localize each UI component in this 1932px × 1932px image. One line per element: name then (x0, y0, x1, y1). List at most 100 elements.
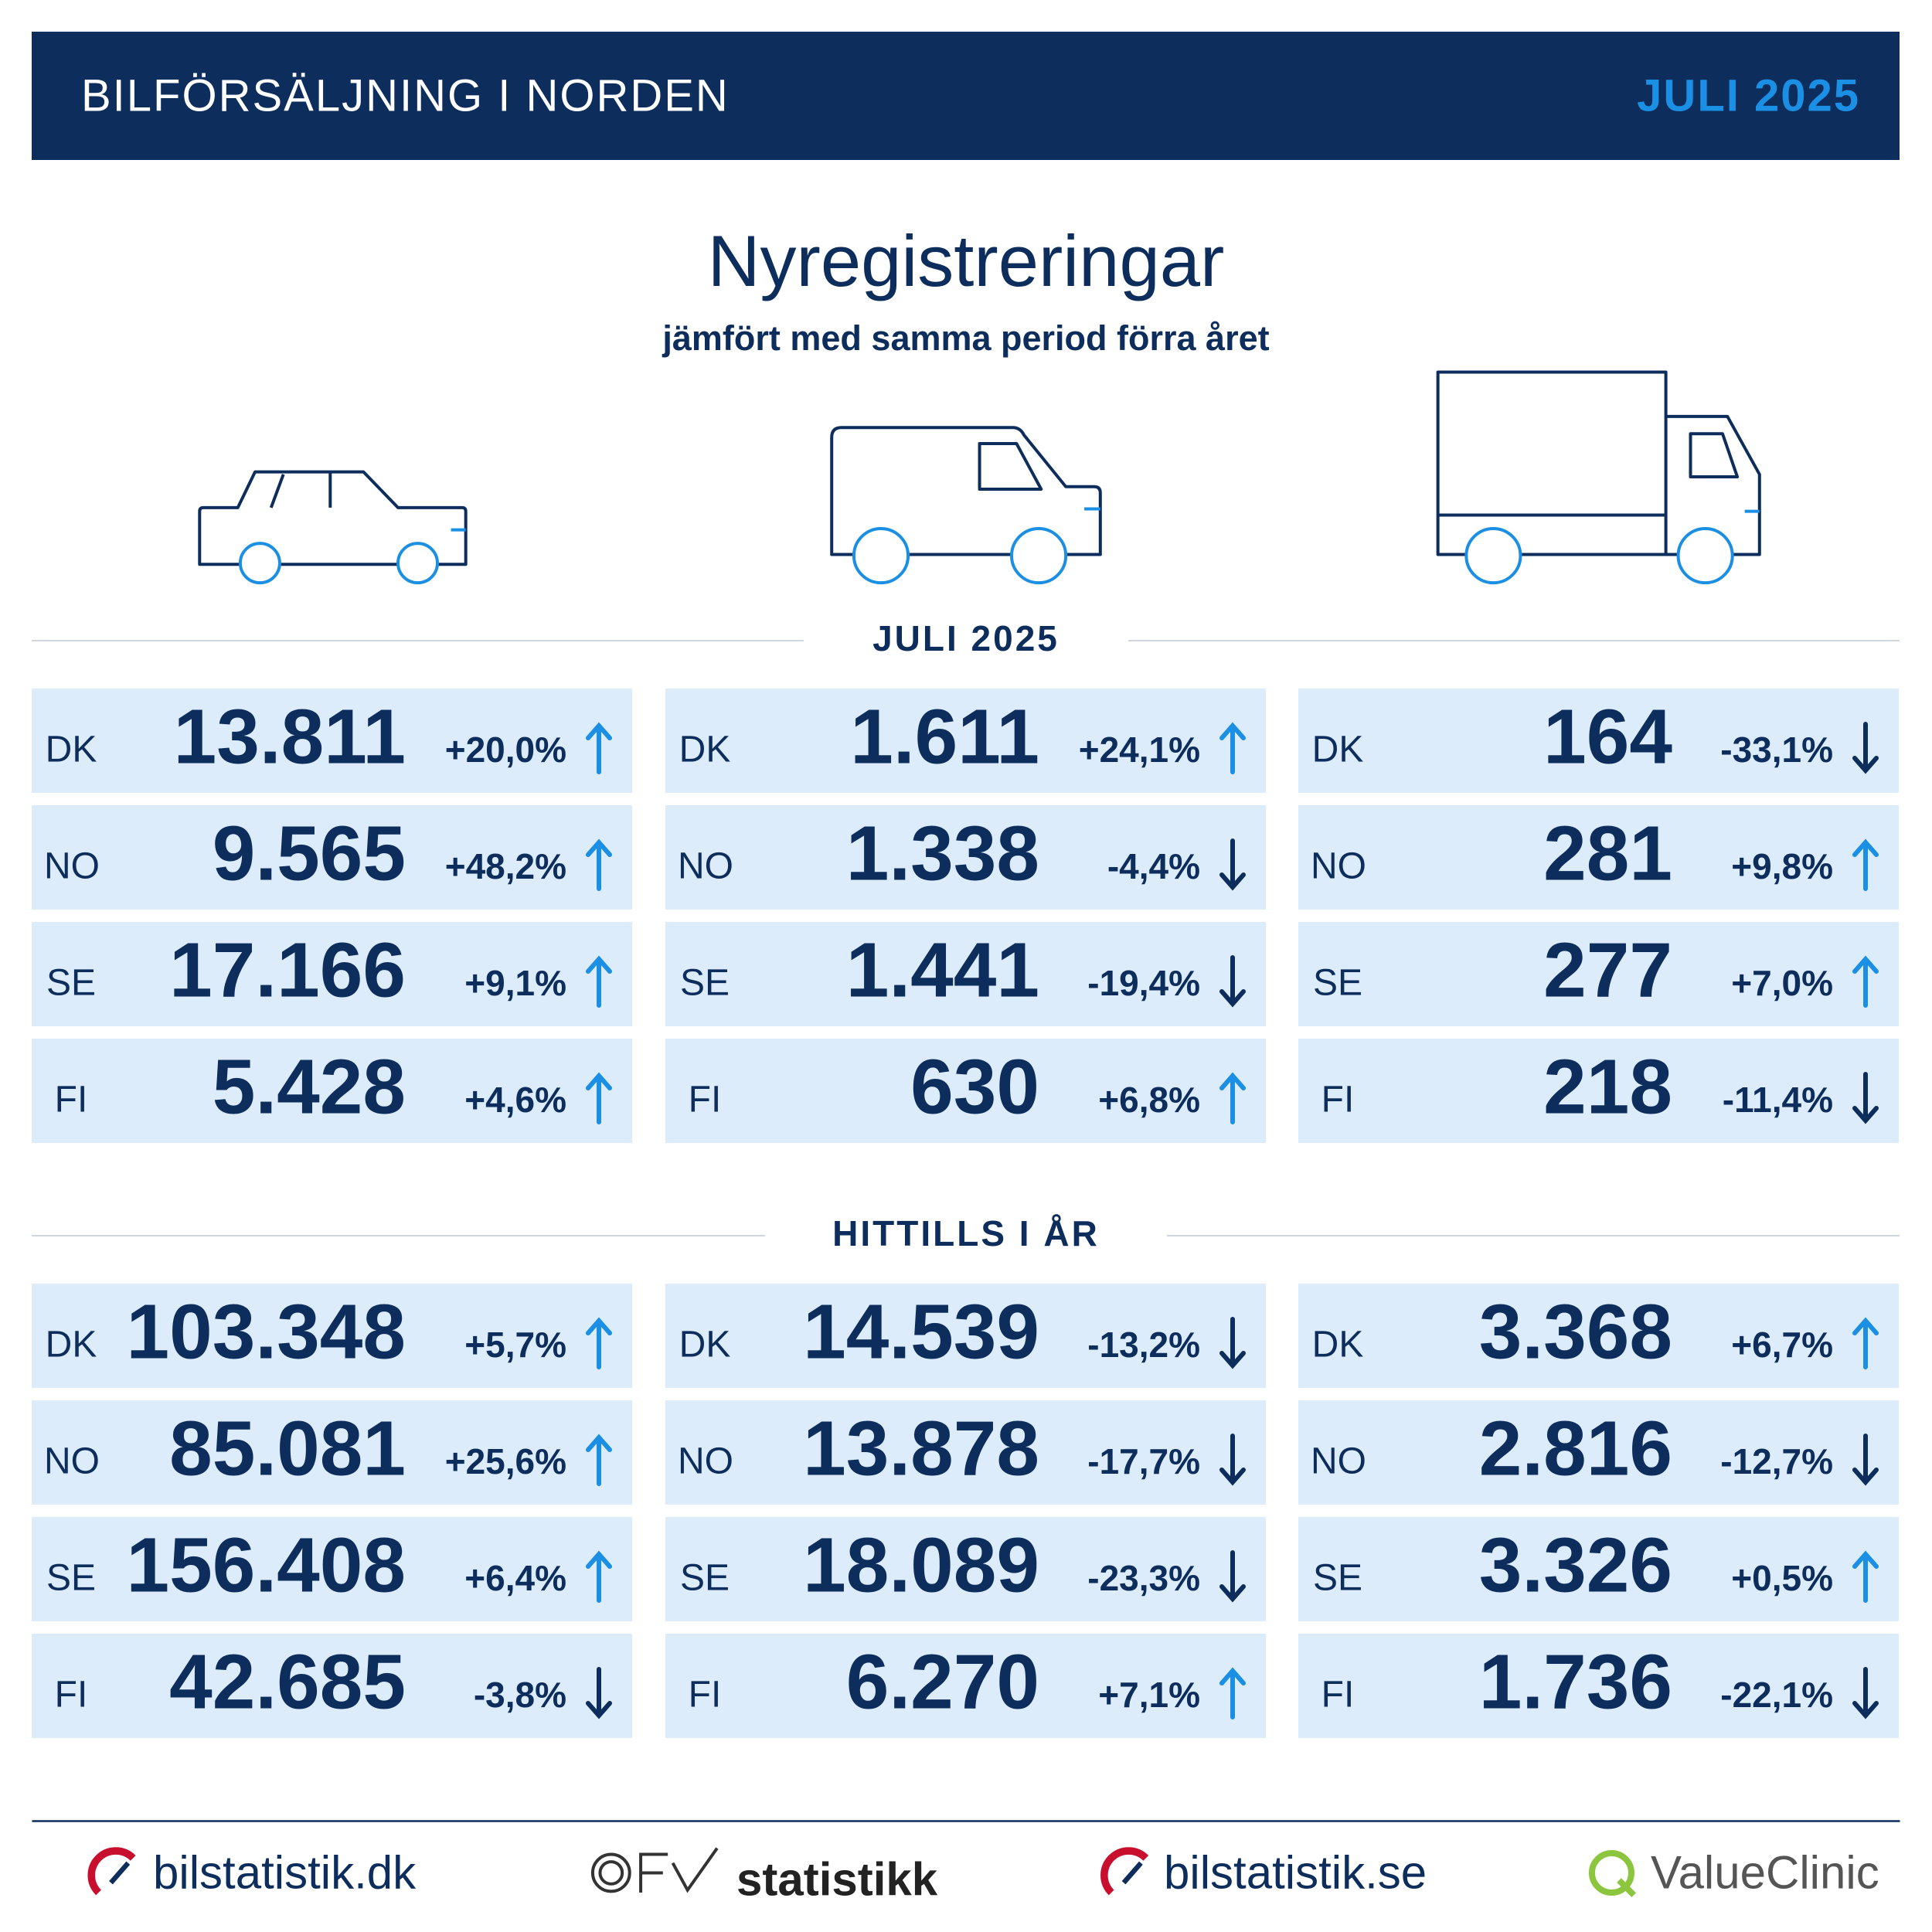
country: FI (1321, 1674, 1355, 1716)
cell (665, 1039, 1266, 1143)
cell (32, 1400, 632, 1505)
cell (32, 1634, 632, 1738)
arrow-down (1219, 1550, 1246, 1603)
value: 103.348 (126, 1288, 406, 1376)
arrow-path (1852, 1317, 1879, 1369)
arrow-path (586, 955, 612, 1008)
cell (1298, 1634, 1899, 1738)
arrow-path (1219, 1550, 1246, 1603)
arrow-up (586, 1550, 612, 1603)
section-line (1128, 640, 1900, 641)
logo-mark (109, 1861, 131, 1885)
arrow-path (1219, 1317, 1246, 1369)
arrow-down (1852, 722, 1879, 774)
cell (32, 1039, 632, 1143)
value: 1.441 (845, 927, 1039, 1014)
arrow-down (1219, 1434, 1246, 1486)
country: FI (688, 1674, 722, 1716)
light (451, 507, 1760, 532)
footer-logo: bilstatistik.dk (153, 1846, 417, 1899)
country: SE (46, 962, 97, 1004)
cell (665, 1400, 1266, 1505)
cell (665, 689, 1266, 793)
arrow-up (586, 1072, 612, 1124)
country: DK (1311, 729, 1364, 770)
change: -19,4% (1087, 963, 1200, 1003)
cell (665, 1517, 1266, 1621)
van-icon (830, 426, 1102, 556)
change: -17,7% (1087, 1441, 1200, 1481)
country: FI (54, 1079, 88, 1121)
arrow-up (1219, 1667, 1246, 1719)
wheel (1464, 526, 1522, 585)
country: NO (44, 1440, 100, 1482)
valueclinic-logo (1588, 1849, 1636, 1897)
cell (665, 1634, 1266, 1738)
value: 2.816 (1478, 1405, 1672, 1492)
arrow-path (586, 1317, 612, 1369)
change: +7,1% (1098, 1675, 1200, 1715)
arrow-up (586, 955, 612, 1008)
value: 17.166 (169, 927, 406, 1014)
arrow-up (586, 1317, 612, 1369)
wheel (852, 526, 910, 585)
arrow-path (1219, 722, 1246, 774)
logo-mark (87, 1847, 136, 1896)
cell (1298, 1400, 1899, 1505)
change: +7,0% (1731, 963, 1833, 1003)
arrow-path (1852, 722, 1879, 774)
arrow-down (1219, 1317, 1246, 1369)
arrow-path (1852, 1434, 1879, 1486)
footer-logo: statistikk (736, 1853, 938, 1906)
country: FI (688, 1079, 722, 1121)
change: +6,8% (1098, 1080, 1200, 1120)
value: 85.081 (169, 1405, 406, 1492)
value: 1.736 (1478, 1638, 1672, 1726)
arrow-path (1852, 1072, 1879, 1124)
change: +6,7% (1731, 1325, 1833, 1365)
country: NO (1311, 1440, 1366, 1482)
change: -23,3% (1087, 1558, 1200, 1598)
arrow-up (1852, 1317, 1879, 1369)
cell (1298, 1284, 1899, 1388)
arrow-path (586, 722, 612, 774)
change: +5,7% (464, 1325, 566, 1365)
arrow-path (586, 838, 612, 891)
country: NO (678, 1440, 733, 1482)
cell (665, 922, 1266, 1026)
subtitle: jämfört med samma period förra året (662, 318, 1270, 358)
value: 42.685 (169, 1638, 406, 1726)
arrow-up (586, 722, 612, 774)
footer-logo: ValueClinic (1651, 1846, 1879, 1899)
cell (1298, 922, 1899, 1026)
change: +9,1% (464, 963, 566, 1003)
change: -11,4% (1722, 1080, 1833, 1120)
arrow-up (586, 1434, 612, 1486)
value: 156.408 (126, 1522, 406, 1609)
arrow-up (1852, 955, 1879, 1008)
value: 9.565 (212, 810, 406, 897)
country: SE (1312, 962, 1363, 1004)
wheel (396, 542, 440, 585)
change: -13,2% (1087, 1325, 1200, 1365)
value: 218 (1543, 1043, 1672, 1131)
change: +0,5% (1731, 1558, 1833, 1598)
value: 18.089 (803, 1522, 1039, 1609)
change: +4,6% (464, 1080, 566, 1120)
value: 3.368 (1478, 1288, 1672, 1376)
arrow-up (586, 838, 612, 891)
country: NO (1311, 845, 1366, 887)
section-label: JULI 2025 (872, 618, 1060, 658)
truck-icon (1436, 370, 1761, 556)
country: NO (44, 845, 100, 887)
section-line (1167, 1235, 1900, 1236)
value: 13.878 (803, 1405, 1039, 1492)
cell (32, 1517, 632, 1621)
ofv-logo (590, 1847, 719, 1893)
cell (1298, 689, 1899, 793)
arrow-down (1219, 955, 1246, 1008)
change: -3,8% (473, 1675, 566, 1715)
arrow-up (1852, 1550, 1879, 1603)
